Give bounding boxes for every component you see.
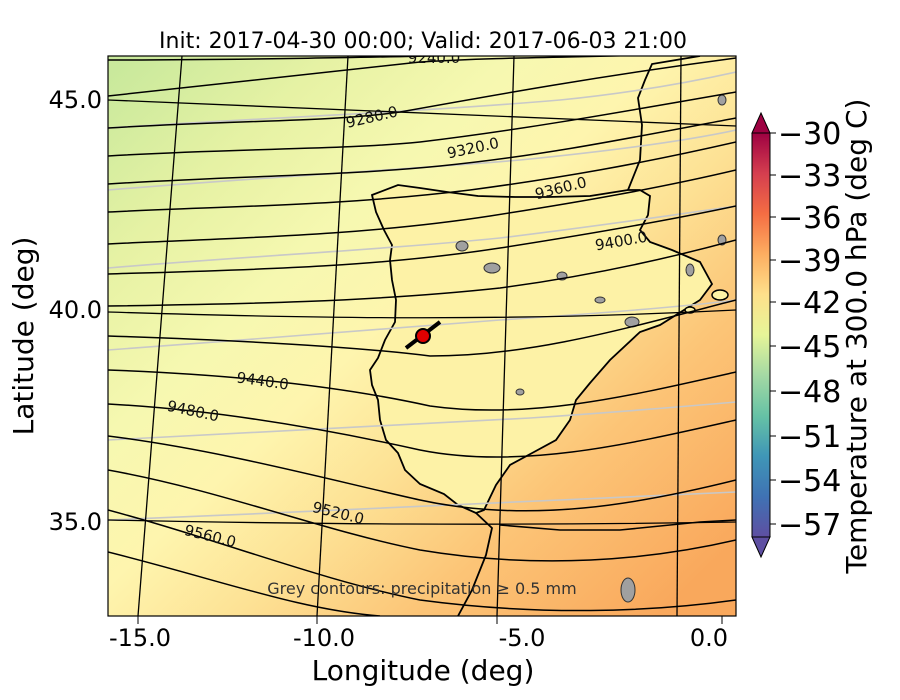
colorbar-tick-label: −36: [778, 201, 841, 236]
y-axis: 45.0 40.0 35.0 Latitude (deg): [7, 86, 102, 536]
map-panel: 9240.0 9280.0 9320.0 9360.0 9400.0 9440.…: [108, 49, 736, 616]
contour-label: 9240.0: [408, 49, 461, 67]
colorbar-tick-label: −48: [778, 375, 841, 410]
x-axis: -15.0 -10.0 -5.0 0.0 Longitude (deg): [109, 616, 728, 687]
x-tick-label: -15.0: [109, 624, 171, 652]
x-axis-label: Longitude (deg): [312, 654, 535, 687]
colorbar-tick-label: −54: [778, 464, 841, 499]
temperature-contours: [108, 71, 736, 521]
colorbar-ticks: −30 −33 −36 −39 −42 −45 −48 −51 −54 −57: [770, 117, 841, 543]
france-coastline: [627, 56, 701, 191]
x-tick-label: -5.0: [499, 624, 546, 652]
morocco-coastline: [457, 512, 493, 616]
colorbar-tick-label: −33: [778, 159, 841, 194]
colorbar-tick-label: −30: [778, 117, 841, 152]
colorbar-extend-max: [751, 111, 771, 134]
y-tick-label: 40.0: [49, 296, 102, 324]
colorbar-label: Temperature at 300.0 hPa (deg C): [840, 99, 873, 575]
location-marker: [404, 320, 442, 350]
x-tick-label: 0.0: [690, 624, 728, 652]
colorbar-tick-label: −57: [778, 508, 841, 543]
y-tick-label: 35.0: [49, 508, 102, 536]
balearic-island: [711, 289, 729, 301]
colorbar-tick-label: −45: [778, 330, 841, 365]
chart-title: Init: 2017-04-30 00:00; Valid: 2017-06-0…: [159, 29, 687, 54]
colorbar-gradient: [752, 133, 770, 537]
graticule: [108, 56, 736, 616]
y-axis-label: Latitude (deg): [7, 237, 40, 436]
height-contours: [108, 56, 736, 616]
x-tick-label: -10.0: [293, 624, 355, 652]
colorbar: −30 −33 −36 −39 −42 −45 −48 −51 −54 −57 Temperatu…: [751, 99, 873, 575]
precipitation-note: Grey contours: precipitation ≥ 0.5 mm: [267, 579, 576, 598]
map-frame: [107, 55, 737, 617]
colorbar-extend-min: [751, 536, 771, 559]
colorbar-tick-label: −51: [778, 420, 841, 455]
north-africa-coastline: [499, 519, 736, 531]
colorbar-tick-label: −39: [778, 244, 841, 279]
colorbar-tick-label: −42: [778, 286, 841, 321]
y-tick-label: 45.0: [49, 86, 102, 114]
